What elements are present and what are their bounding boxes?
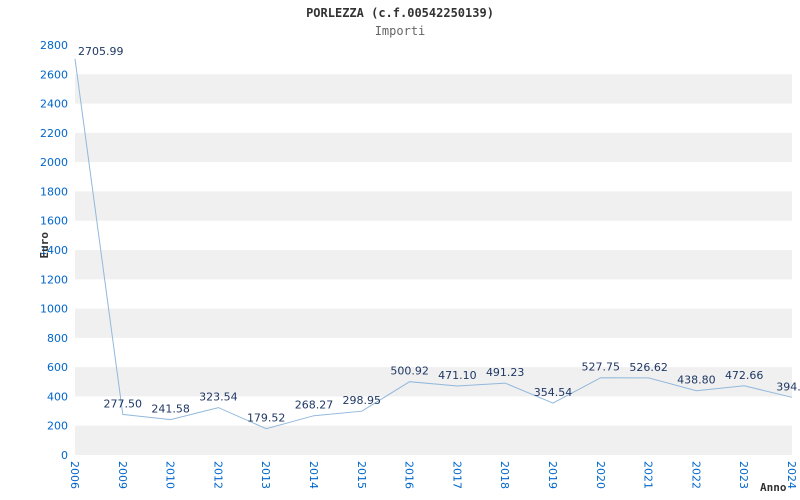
y-tick-label: 1600 [40,215,68,228]
y-tick-label: 2600 [40,68,68,81]
point-label: 179.52 [247,412,286,425]
grid-band [75,308,792,338]
point-label: 241.58 [151,403,190,416]
x-tick-label: 2019 [546,461,559,489]
y-tick-label: 1800 [40,185,68,198]
y-tick-label: 1200 [40,273,68,286]
x-tick-label: 2018 [498,461,511,489]
point-label: 527.75 [582,361,621,374]
x-tick-label: 2006 [68,461,81,489]
y-tick-label: 2800 [40,39,68,52]
y-axis-label: Euro [38,232,51,259]
x-tick-label: 2012 [211,461,224,489]
x-tick-label: 2021 [642,461,655,489]
x-tick-label: 2014 [307,461,320,489]
point-label: 277.50 [104,397,143,410]
point-label: 526.62 [629,361,668,374]
x-tick-label: 2020 [594,461,607,489]
y-tick-label: 2200 [40,127,68,140]
x-tick-label: 2015 [355,461,368,489]
point-label: 471.10 [438,369,477,382]
y-tick-label: 1400 [40,244,68,257]
chart-subtitle: Importi [374,24,426,38]
data-line [74,58,793,430]
grid-band [75,425,792,455]
grid-band [75,74,792,104]
x-tick-label: 2013 [259,461,272,489]
x-tick-label: 2009 [116,461,129,489]
point-label: 323.54 [199,391,238,404]
grid-band [75,250,792,280]
x-tick-label: 2016 [403,461,416,489]
point-label: 472.66 [725,369,764,382]
y-tick-label: 1000 [40,303,68,316]
x-tick-label: 2010 [164,461,177,489]
x-tick-label: 2017 [450,461,463,489]
point-label: 298.95 [343,394,382,407]
point-label: 268.27 [295,399,334,412]
y-tick-label: 2000 [40,156,68,169]
y-tick-label: 600 [47,361,68,374]
x-axis-label: Anno [760,481,787,494]
grid-band [75,191,792,221]
y-tick-label: 800 [47,332,68,345]
point-label: 491.23 [486,366,525,379]
point-label: 2705.99 [78,45,124,58]
point-label: 354.54 [534,386,573,399]
x-tick-label: 2023 [737,461,750,489]
x-tick-label: 2024 [785,461,798,489]
point-label: 438.80 [677,374,716,387]
y-tick-label: 2400 [40,98,68,111]
y-tick-label: 200 [47,420,68,433]
y-tick-label: 400 [47,390,68,403]
chart-title: PORLEZZA (c.f.00542250139) [306,6,494,20]
point-label: 394.3 [776,380,800,393]
grid-band [75,367,792,397]
grid-band [75,132,792,163]
x-tick-label: 2022 [689,461,702,489]
y-tick-label: 0 [61,449,68,462]
point-label: 500.92 [390,365,429,378]
